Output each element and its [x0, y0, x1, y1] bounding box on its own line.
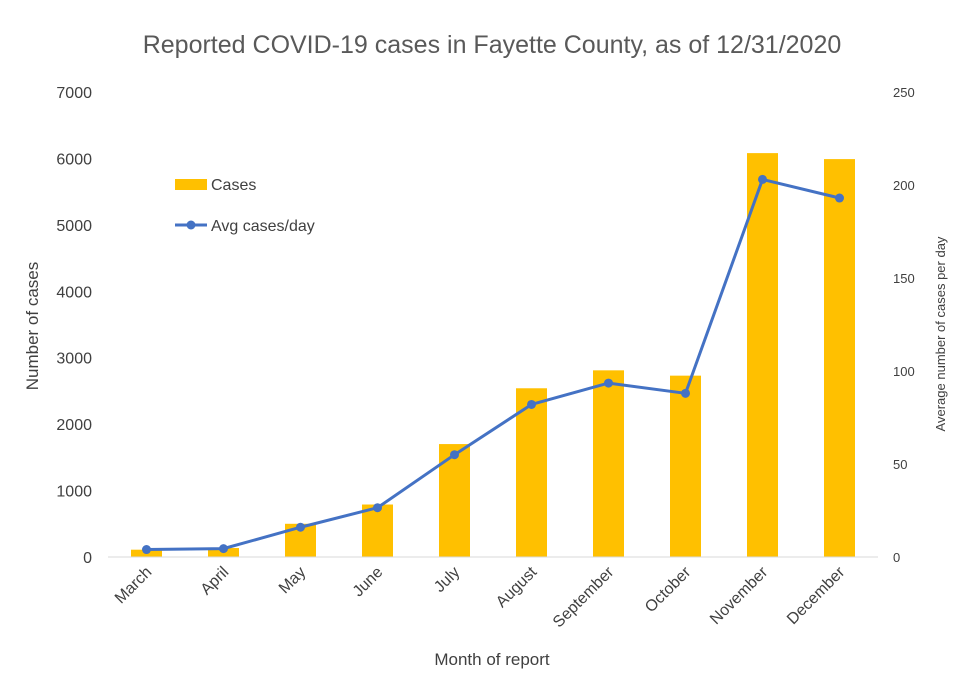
bar-june [362, 504, 393, 557]
x-tick-label: March [112, 564, 155, 607]
point-may [296, 522, 305, 532]
legend-label-avg: Avg cases/day [211, 218, 315, 235]
y-tick-label: 2000 [56, 417, 92, 434]
legend-label-cases: Cases [211, 177, 256, 194]
bar-october [670, 375, 701, 557]
x-tick-label: June [350, 564, 387, 601]
point-august [527, 399, 536, 409]
y-tick-label: 1000 [56, 484, 92, 501]
x-tick-label: July [431, 564, 463, 596]
avg-line [145, 177, 841, 552]
x-tick-label: April [198, 564, 233, 599]
y-tick-label: 7000 [56, 85, 92, 102]
bar-august [516, 388, 547, 557]
y-tick-label: 5000 [56, 218, 92, 235]
x-tick-label: October [642, 563, 695, 616]
y-tick-label: 3000 [56, 351, 92, 368]
y2-tick-label: 0 [893, 550, 900, 565]
bar-december [824, 159, 855, 558]
right-axis: 0 50 100 150 200 250 [893, 85, 915, 565]
y-axis-title: Number of cases [23, 262, 42, 391]
point-june [373, 503, 382, 513]
bar-september [593, 370, 624, 557]
bar-november [747, 153, 778, 557]
legend: Cases Avg cases/day [175, 177, 315, 235]
point-september [604, 378, 613, 388]
point-march [142, 545, 151, 555]
y-tick-label: 0 [83, 550, 92, 567]
bar-series [131, 153, 855, 558]
y2-tick-label: 50 [893, 457, 907, 472]
legend-marker-avg [186, 220, 196, 230]
y-tick-label: 4000 [56, 284, 92, 301]
point-december [835, 193, 844, 203]
point-november [758, 174, 767, 184]
left-axis: 0 1000 2000 3000 4000 5000 6000 7000 [56, 85, 92, 567]
point-july [450, 450, 459, 460]
chart-title: Reported COVID-19 cases in Fayette Count… [143, 31, 842, 59]
x-axis-title: Month of report [434, 650, 550, 669]
x-tick-label: November [707, 563, 772, 628]
x-tick-label: December [784, 563, 849, 628]
x-tick-label: August [493, 563, 541, 611]
y2-tick-label: 250 [893, 85, 915, 100]
point-october [681, 388, 690, 398]
point-april [219, 544, 228, 554]
legend-swatch-cases [175, 179, 207, 190]
x-tick-label: May [276, 564, 309, 597]
y2-tick-label: 150 [893, 271, 915, 286]
x-axis: March April May June July August September Octo… [112, 563, 849, 631]
y2-tick-label: 200 [893, 178, 915, 193]
y2-axis-title: Average number of cases per day [933, 236, 948, 431]
x-tick-label: September [550, 563, 618, 631]
line-series [142, 174, 844, 555]
y2-tick-label: 100 [893, 364, 915, 379]
y-tick-label: 6000 [56, 151, 92, 168]
